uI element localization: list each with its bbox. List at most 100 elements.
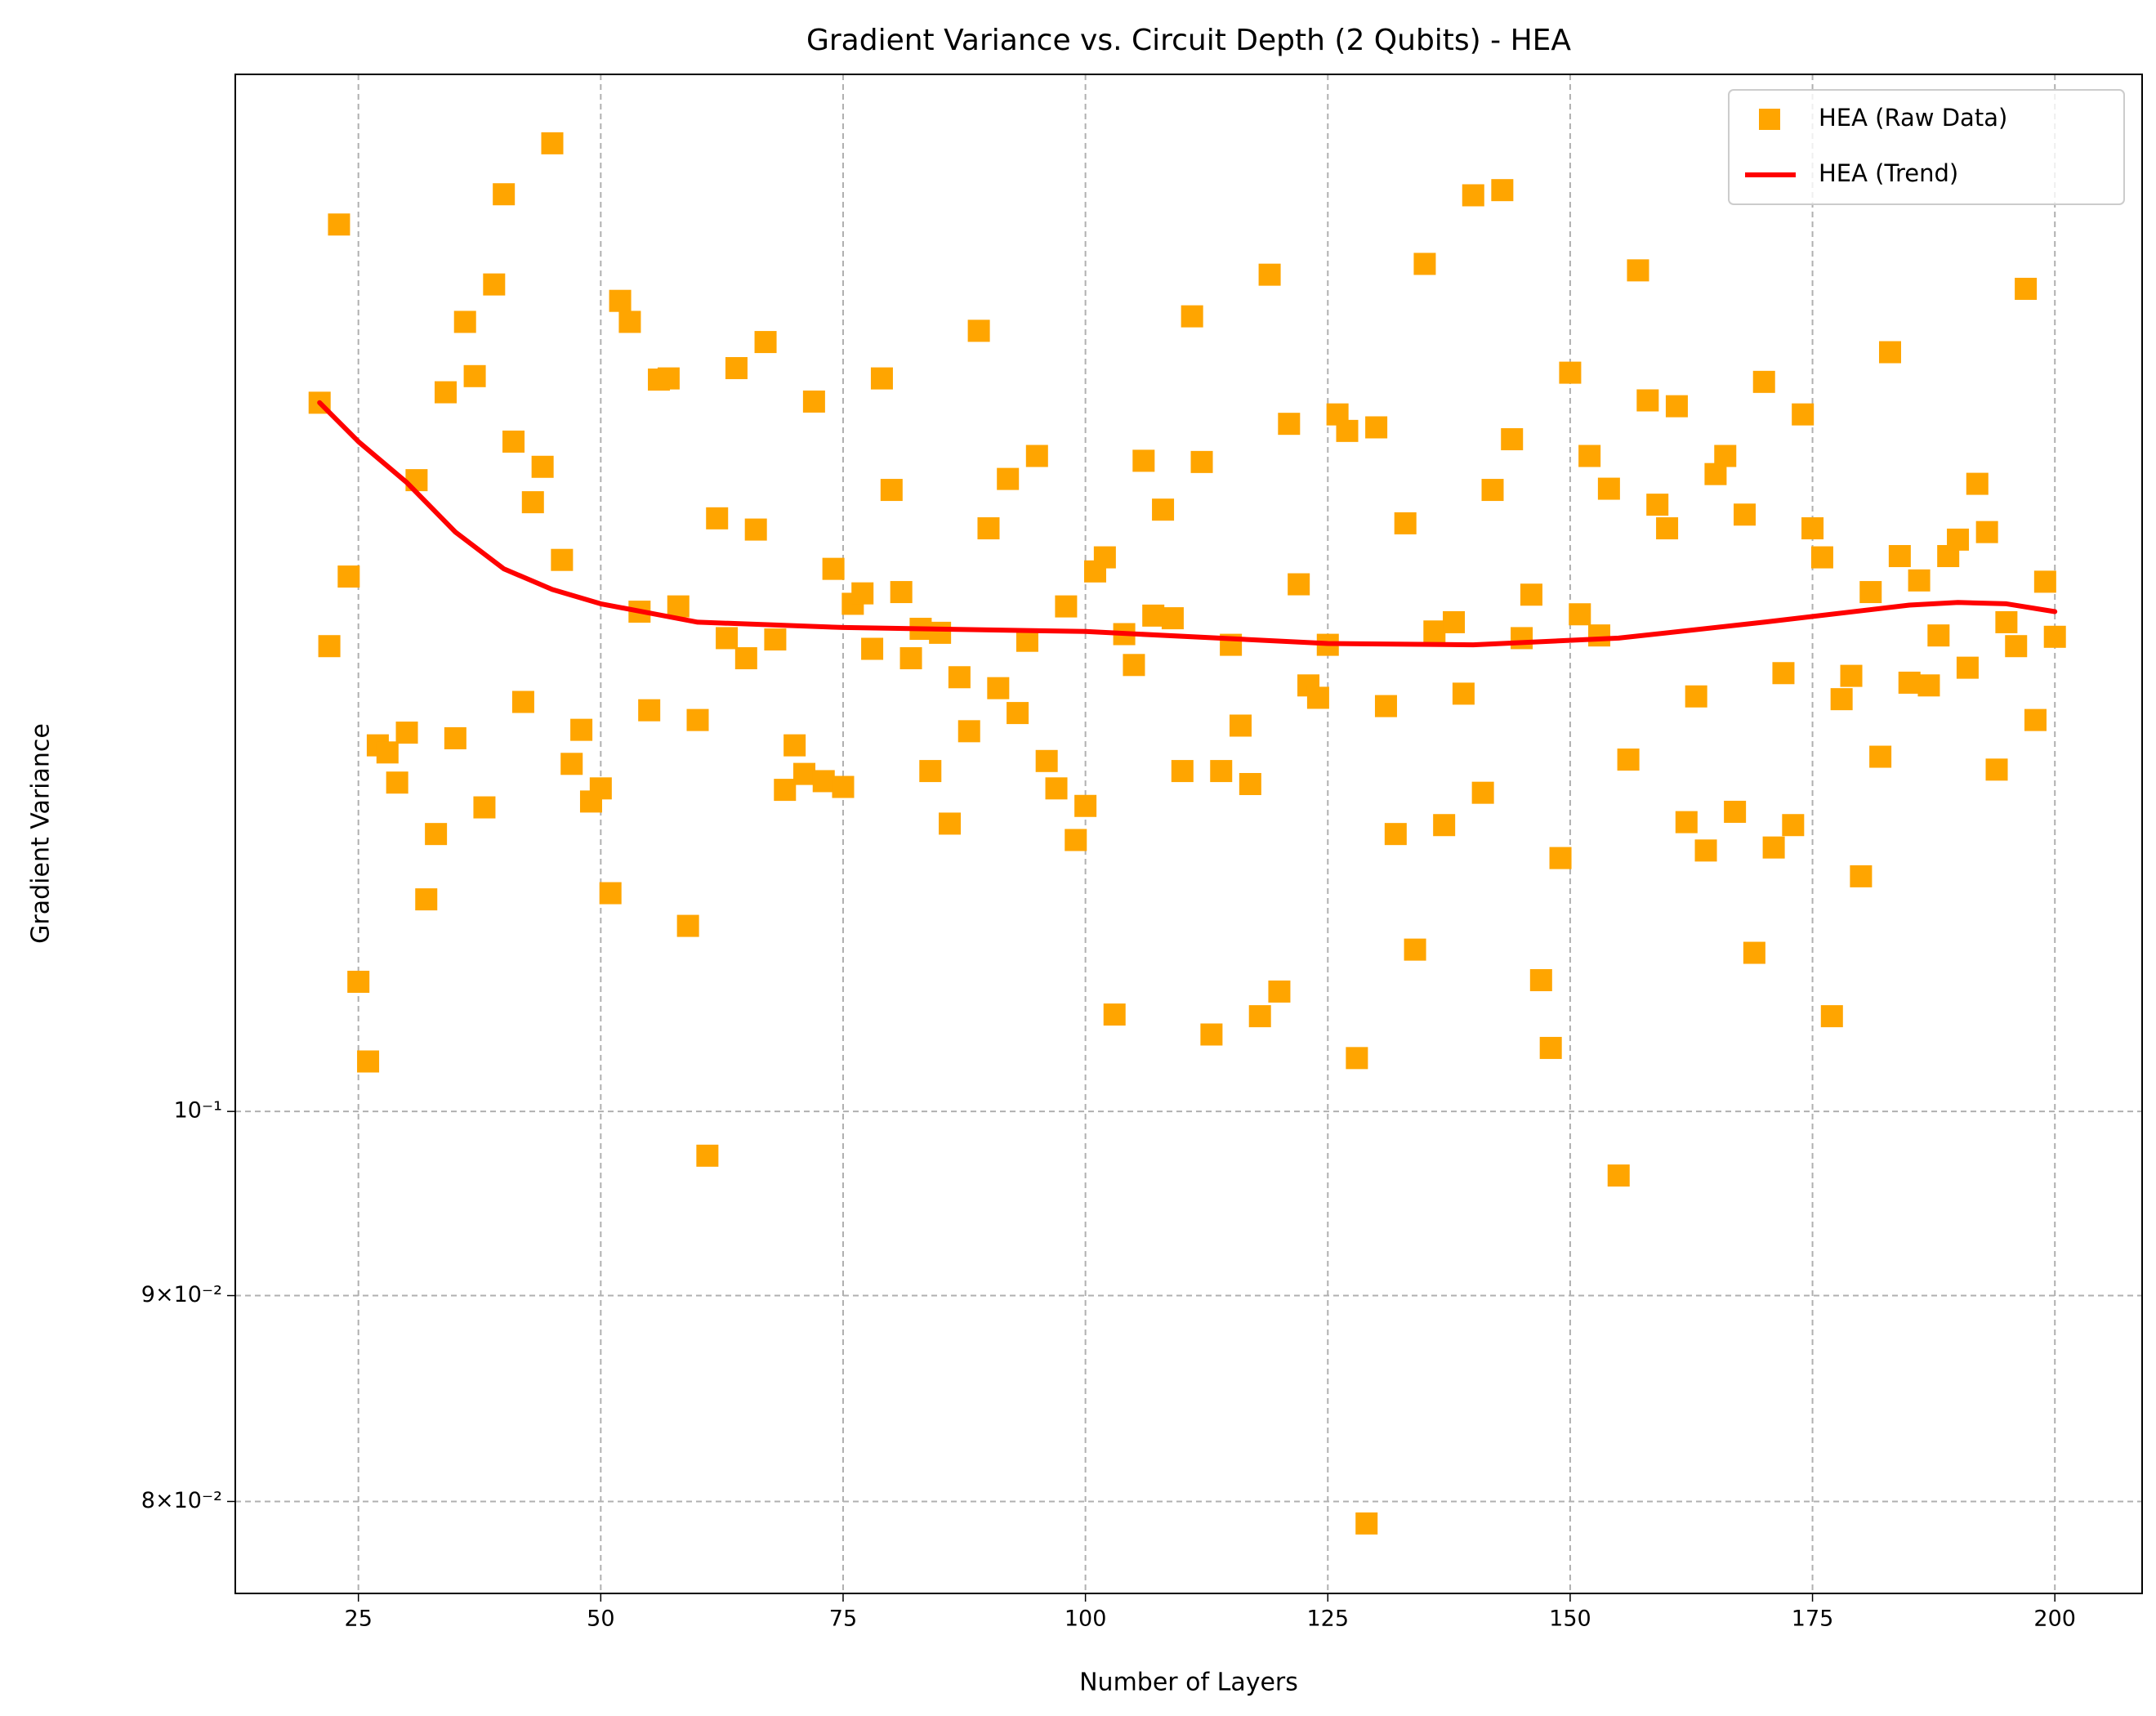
scatter-point [1801, 517, 1824, 540]
scatter-point [929, 621, 952, 644]
scatter-point [1888, 545, 1911, 568]
scatter-point [376, 741, 399, 764]
scatter-point [1171, 760, 1194, 783]
scatter-point [1142, 604, 1165, 627]
scatter-point [1355, 1512, 1378, 1535]
legend-box [1728, 89, 2125, 205]
scatter-point [395, 722, 418, 744]
scatter-point [2015, 277, 2038, 300]
scatter-point [1210, 760, 1233, 783]
y-tick-label: 8×10⁻² [141, 1488, 222, 1513]
scatter-point [1665, 395, 1688, 418]
scatter-point [2043, 625, 2066, 648]
x-tick-label: 25 [345, 1607, 373, 1632]
scatter-point [1045, 777, 1068, 800]
scatter-point [318, 635, 341, 658]
scatter-point [1539, 1036, 1562, 1059]
scatter-point [1035, 749, 1058, 772]
scatter-point [2005, 635, 2028, 658]
scatter-point [1685, 685, 1707, 708]
scatter-point [1927, 624, 1950, 647]
chart-title: Gradient Variance vs. Circuit Depth (2 Q… [806, 24, 1571, 57]
scatter-point [1607, 1164, 1630, 1187]
scatter-point [551, 548, 574, 571]
scatter-point [1588, 624, 1611, 647]
scatter-point [1569, 603, 1591, 626]
scatter-point [618, 311, 641, 333]
scatter-point [1898, 671, 1921, 694]
scatter-point [386, 771, 408, 794]
scatter-point [1694, 839, 1717, 862]
scatter-point [1462, 184, 1484, 207]
scatter-point [890, 581, 913, 604]
scatter-point [1365, 416, 1388, 439]
scatter-point [1985, 758, 2008, 781]
scatter-point [1511, 627, 1533, 650]
scatter-point [599, 882, 622, 905]
scatter-point [1549, 847, 1572, 869]
scatter-point [764, 628, 787, 651]
scatter-point [1529, 968, 1552, 991]
scatter-point [1132, 449, 1155, 472]
scatter-point [1820, 1005, 1843, 1028]
scatter-point [1278, 413, 1301, 436]
scatter-point [1074, 794, 1097, 817]
scatter-point [754, 331, 777, 354]
scatter-point [1239, 772, 1261, 795]
scatter-point [1346, 1047, 1368, 1070]
x-axis-label: Number of Layers [1079, 1669, 1298, 1697]
scatter-point [1859, 581, 1882, 604]
scatter-point [570, 718, 593, 741]
scatter-point [706, 507, 729, 530]
scatter-point [1646, 494, 1669, 516]
scatter-point [880, 479, 903, 502]
scatter-point [1190, 450, 1213, 473]
scatter-point [716, 627, 739, 650]
scatter-point [1268, 980, 1291, 1003]
scatter-point [657, 367, 680, 390]
scatter-point [483, 273, 506, 296]
scatter-point [725, 356, 748, 379]
scatter-point [2024, 708, 2047, 731]
scatter-point [1007, 702, 1029, 725]
x-tick-label: 100 [1065, 1607, 1107, 1632]
scatter-point [1152, 498, 1175, 521]
scatter-point [425, 823, 448, 846]
scatter-point [1908, 569, 1931, 592]
scatter-point [1734, 503, 1756, 526]
scatter-point [1258, 263, 1281, 286]
scatter-point [1248, 1005, 1271, 1028]
scatter-point [511, 690, 534, 713]
scatter-point [1782, 814, 1805, 837]
scatter-point [1917, 674, 1940, 697]
scatter-point [1423, 620, 1446, 643]
scatter-point [1762, 836, 1785, 859]
scatter-point [1452, 682, 1475, 705]
scatter-point [415, 888, 438, 911]
x-tick-label: 125 [1307, 1607, 1350, 1632]
y-tick-label: 9×10⁻² [141, 1282, 222, 1307]
scatter-point [453, 311, 476, 333]
scatter-point [899, 647, 922, 670]
scatter-point [434, 381, 457, 404]
scatter-point [1850, 865, 1873, 887]
scatter-point [734, 647, 757, 670]
scatter-point [444, 726, 466, 749]
scatter-point [1869, 745, 1892, 768]
scatter-point [957, 720, 980, 743]
scatter-point [967, 320, 990, 342]
scatter-point [337, 565, 360, 588]
plot-frame [234, 74, 2143, 1594]
scatter-point [1597, 477, 1620, 500]
scatter-point [1656, 517, 1679, 540]
scatter-point [1995, 610, 2018, 633]
scatter-point [1975, 521, 1998, 543]
scatter-point [1714, 445, 1737, 467]
scatter-point [1374, 695, 1397, 717]
x-tick-label: 150 [1549, 1607, 1591, 1632]
scatter-point [1743, 941, 1765, 964]
scatter-point [667, 595, 690, 618]
scatter-point [987, 677, 1010, 699]
scatter-point [1443, 610, 1466, 633]
scatter-point [1413, 252, 1436, 275]
